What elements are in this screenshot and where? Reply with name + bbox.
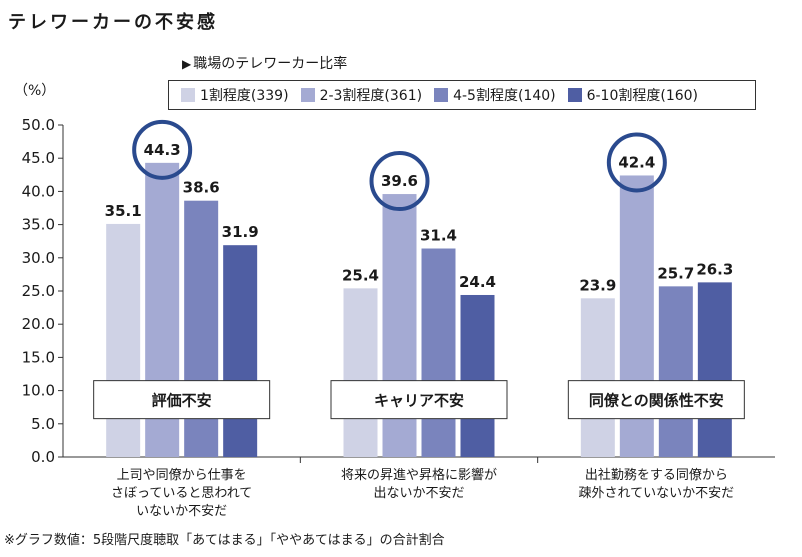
value-label: 42.4 xyxy=(618,153,655,171)
y-tick-label: 20.0 xyxy=(22,315,55,333)
y-tick-label: 45.0 xyxy=(22,149,55,167)
y-tick-label: 35.0 xyxy=(22,216,55,234)
category-description: 出ないか不安だ xyxy=(373,486,464,501)
y-tick-label: 25.0 xyxy=(22,282,55,300)
category-label: キャリア不安 xyxy=(374,392,464,410)
highlight-circle xyxy=(132,119,193,180)
bar xyxy=(106,223,141,457)
y-tick-label: 5.0 xyxy=(31,415,55,433)
triangle-icon: ▶ xyxy=(182,57,192,71)
bar xyxy=(658,286,693,457)
value-label: 25.4 xyxy=(342,266,379,284)
value-label: 31.9 xyxy=(222,223,259,241)
y-tick-label: 40.0 xyxy=(22,182,55,200)
legend-label-2: 2-3割程度(361) xyxy=(319,88,423,104)
value-label: 39.6 xyxy=(381,172,418,190)
legend-label-1: 1割程度(339) xyxy=(200,88,289,104)
category-description: 疎外されていないか不安だ xyxy=(579,486,735,501)
category-description: 将来の昇進や昇格に影響が xyxy=(341,467,497,483)
value-label: 38.6 xyxy=(183,179,220,197)
y-tick-label: 10.0 xyxy=(22,382,55,400)
chart-title: テレワーカーの不安感 xyxy=(8,12,218,33)
y-tick-label: 50.0 xyxy=(22,116,55,134)
legend-title: ▶ 職場のテレワーカー比率 xyxy=(182,53,347,73)
y-tick-label: 0.0 xyxy=(31,448,55,466)
y-tick-label: 15.0 xyxy=(22,348,55,366)
bar xyxy=(343,288,378,457)
bar xyxy=(697,282,732,457)
bar xyxy=(421,248,456,457)
bar xyxy=(580,298,615,457)
footnote: ※グラフ数値：5段階尺度聴取「あてはまる」「ややあてはまる」の合計割合 xyxy=(4,533,445,548)
bar xyxy=(223,245,258,457)
category-label: 評価不安 xyxy=(152,392,212,410)
legend-label-4: 6-10割程度(160) xyxy=(586,88,699,104)
category-description: 出社勤務をする同僚から xyxy=(585,467,728,483)
category-box xyxy=(93,380,271,420)
value-label: 25.7 xyxy=(657,264,694,282)
value-label: 26.3 xyxy=(696,260,733,278)
category-description: いないか不安だ xyxy=(136,504,227,519)
legend-title-text: 職場のテレワーカー比率 xyxy=(193,56,348,72)
legend-item-1: 1割程度(339) xyxy=(181,85,289,105)
value-label: 23.9 xyxy=(579,276,616,294)
category-box xyxy=(567,380,745,420)
legend-swatch-4 xyxy=(567,88,582,102)
legend-item-3: 4-5割程度(140) xyxy=(434,85,556,105)
legend-swatch-2 xyxy=(300,88,315,102)
y-tick-label: 30.0 xyxy=(22,249,55,267)
category-description: 上司や同僚から仕事を xyxy=(117,468,247,483)
category-description: さぼっていると思われて xyxy=(111,486,252,501)
bar xyxy=(460,294,495,457)
value-label: 31.4 xyxy=(420,227,457,245)
category-box xyxy=(330,380,508,420)
value-label: 24.4 xyxy=(459,273,496,291)
highlight-circle xyxy=(369,151,430,212)
legend-item-4: 6-10割程度(160) xyxy=(567,85,699,105)
highlight-circle xyxy=(606,132,667,193)
legend-swatch-3 xyxy=(434,88,449,102)
value-label: 44.3 xyxy=(144,141,181,159)
category-label: 同僚との関係性不安 xyxy=(589,392,724,410)
legend-item-2: 2-3割程度(361) xyxy=(300,85,423,105)
legend: 1割程度(339) 2-3割程度(361) 4-5割程度(140) 6-10割程… xyxy=(168,80,756,110)
legend-label-3: 4-5割程度(140) xyxy=(453,88,556,104)
value-label: 35.1 xyxy=(105,202,142,220)
y-axis-unit: （%） xyxy=(14,83,56,99)
legend-swatch-1 xyxy=(181,88,195,102)
